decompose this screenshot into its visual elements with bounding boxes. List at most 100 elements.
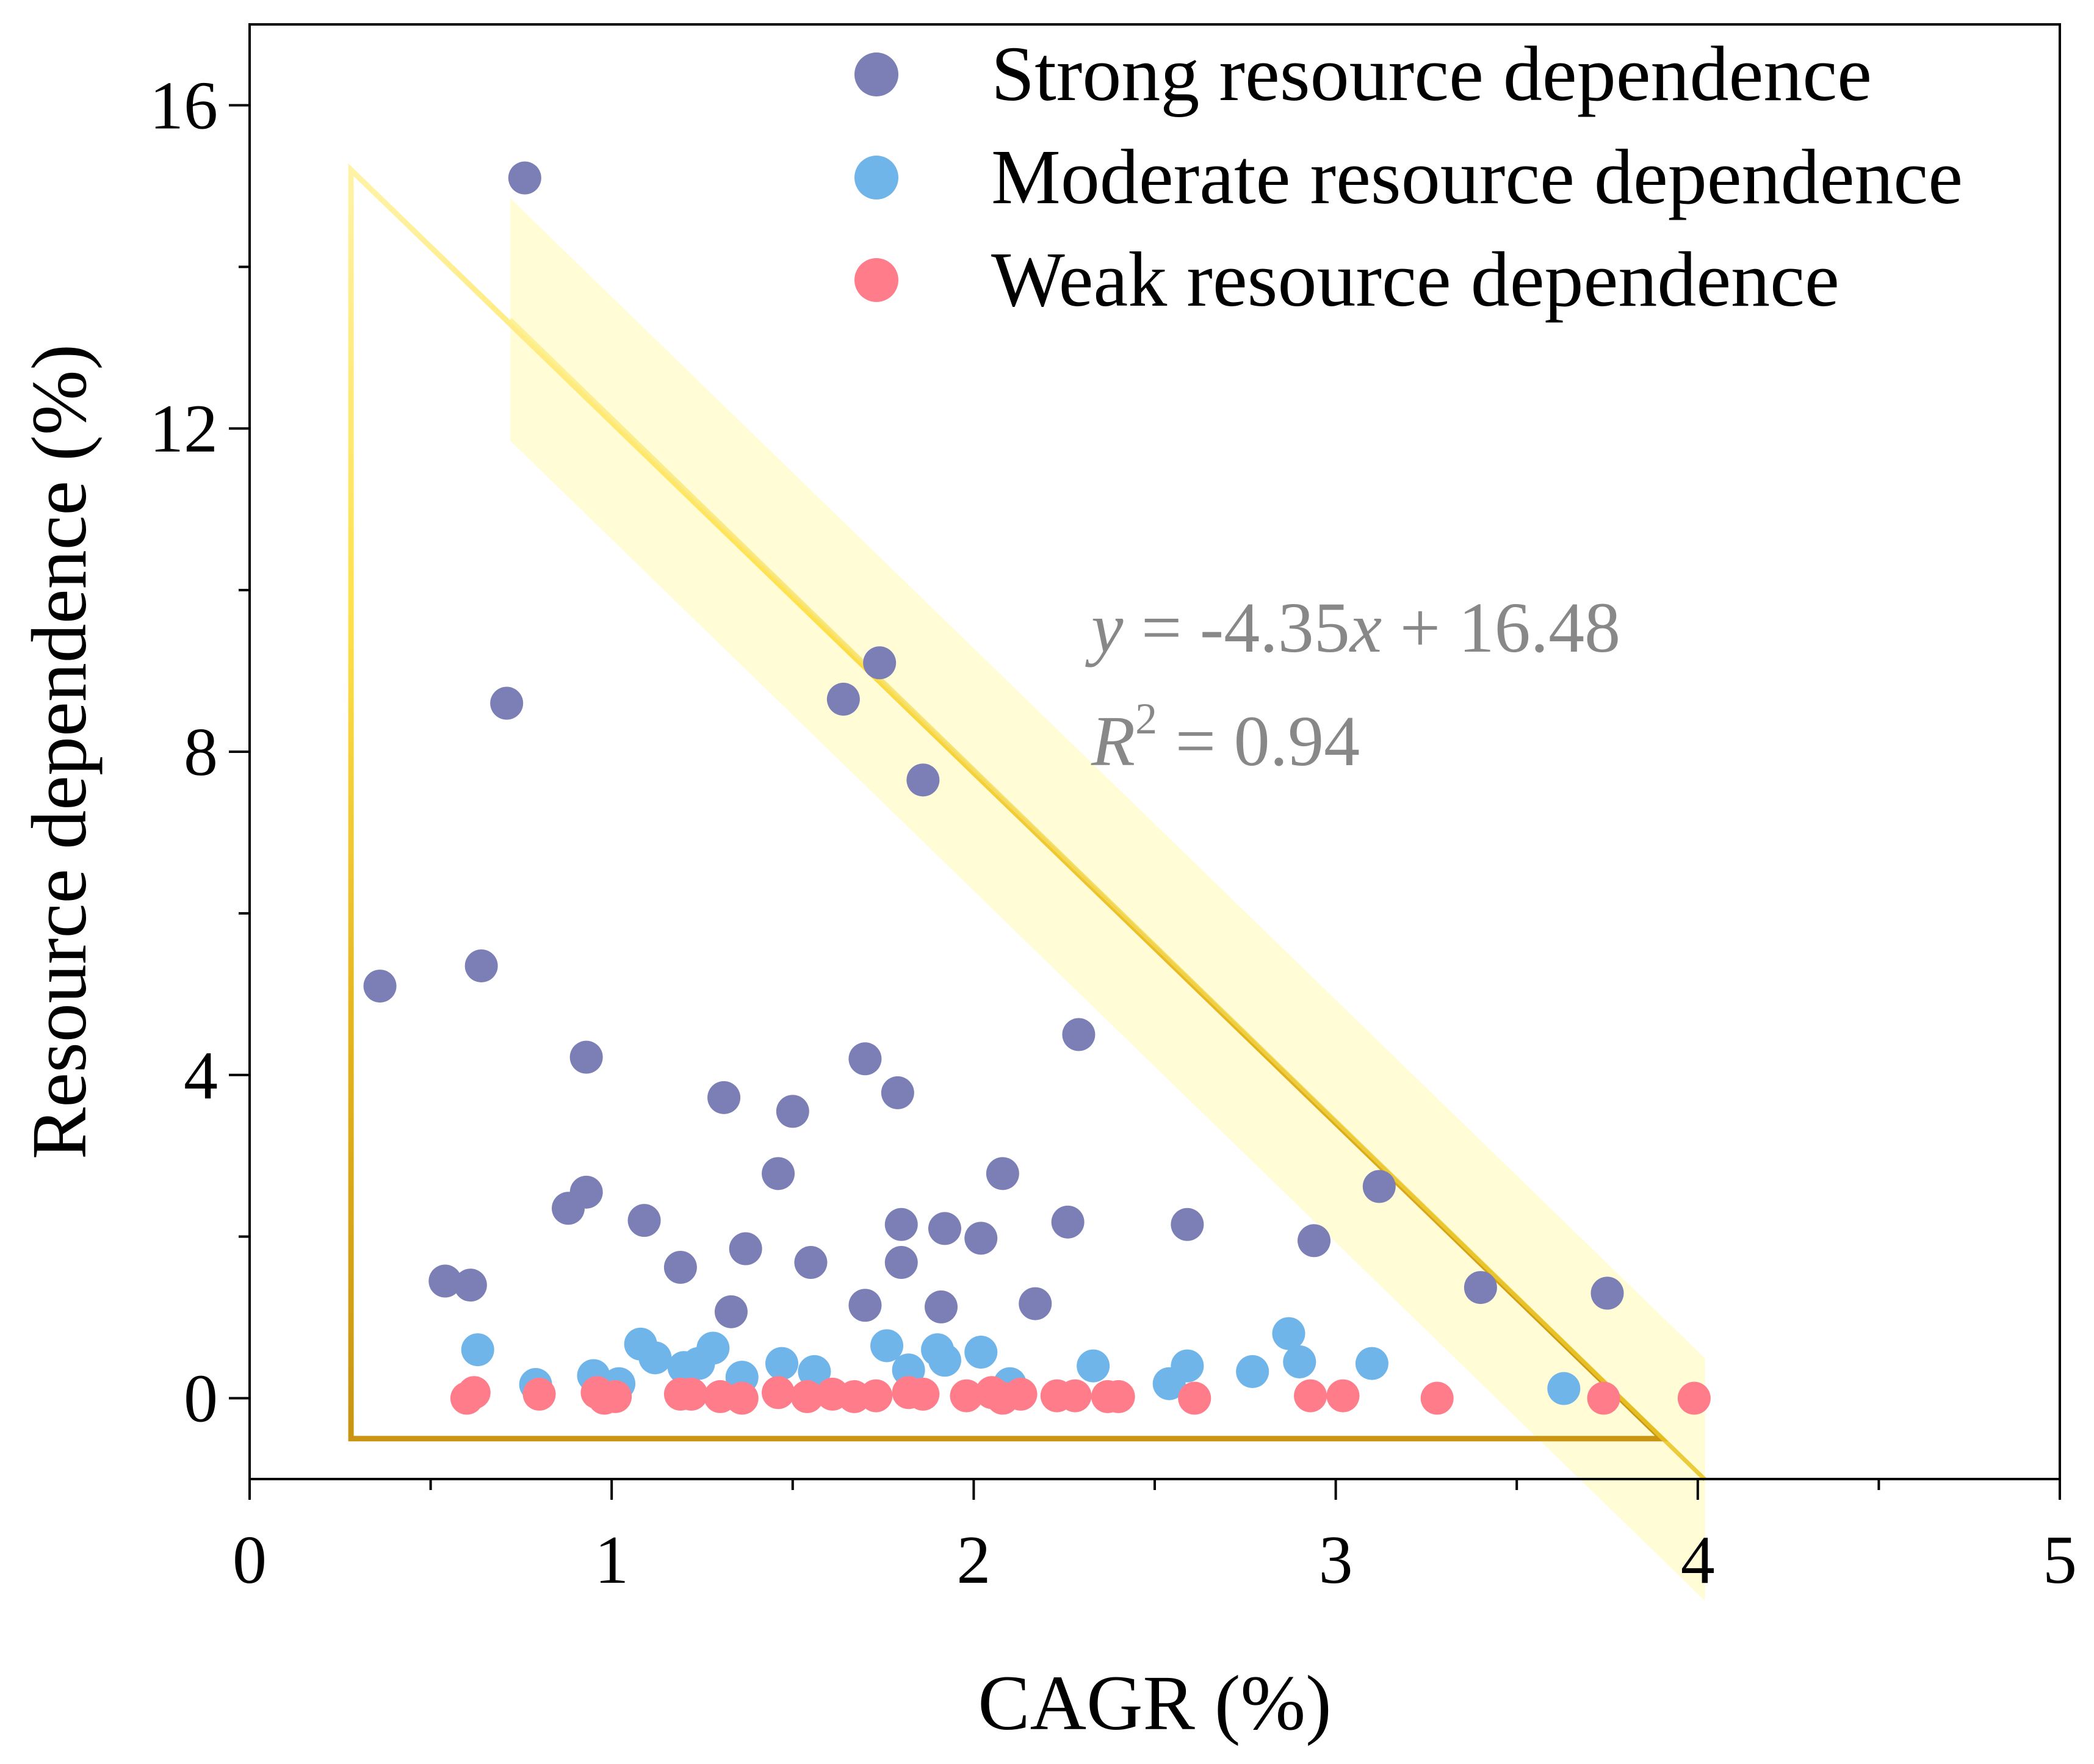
data-point [363,970,397,1003]
data-point [1171,1349,1204,1383]
data-point [826,682,860,716]
data-point [1355,1347,1388,1380]
data-point [986,1157,1019,1190]
y-tick-label: 8 [184,715,218,790]
regression-line-layer [508,318,1707,1481]
x-tick-label: 2 [956,1522,991,1598]
data-point [1326,1379,1360,1413]
x-axis-title: CAGR (%) [978,1660,1332,1746]
data-point [569,1040,603,1074]
data-point [1298,1224,1331,1258]
data-point [453,1269,487,1302]
regression-equation: y = -4.35x + 16.48 [1085,588,1620,668]
data-point [627,1204,661,1237]
data-point [490,686,524,720]
x-tick-label: 3 [1319,1522,1353,1598]
data-point [457,1376,491,1409]
data-point [863,646,897,680]
data-point [522,1377,556,1411]
legend-label: Moderate resource dependence [991,134,1963,220]
regression-line [508,318,1707,1481]
y-axis-title: Resource dependence (%) [16,344,103,1159]
data-point [892,1353,925,1387]
data-point [762,1157,795,1190]
y-tick-label: 0 [184,1361,218,1437]
data-point [906,1377,940,1411]
data-point [1283,1345,1316,1378]
data-point [859,1379,893,1413]
data-point [794,1246,828,1280]
data-point [461,1333,494,1367]
y-tick-label: 16 [150,68,218,143]
series-1 [363,161,1624,1328]
data-point [1178,1381,1211,1415]
data-point [1004,1377,1038,1411]
data-point [1420,1381,1454,1415]
data-point [765,1347,799,1380]
data-point [964,1336,998,1369]
legend: Strong resource dependence Moderate resou… [854,31,1963,323]
legend-marker [854,258,898,302]
data-point [1077,1349,1110,1383]
regression-annotation: y = -4.35x + 16.48 R2 = 0.94 [1085,588,1620,781]
data-point [725,1381,759,1415]
data-point [790,1380,824,1413]
data-point [1171,1208,1204,1241]
data-point [569,1175,603,1209]
data-point [884,1246,918,1280]
data-point [1590,1276,1624,1310]
legend-label: Weak resource dependence [991,236,1839,323]
data-point [1102,1380,1135,1413]
data-point [928,1212,961,1245]
data-point [925,1290,958,1323]
data-point [707,1081,741,1114]
x-axis-ticks: 0 1 2 3 4 5 [233,1479,2077,1598]
r-squared: R2 = 0.94 [1091,694,1360,781]
data-point [464,949,498,982]
x-tick-label: 5 [2043,1522,2077,1598]
data-point [870,1329,904,1363]
data-point [1464,1271,1497,1305]
data-point [599,1380,632,1413]
data-point [663,1250,697,1284]
data-point [776,1095,809,1128]
data-point [1547,1372,1581,1405]
data-point [906,763,940,797]
data-point [950,1379,983,1413]
data-point [881,1076,914,1109]
data-point [798,1355,831,1388]
data-points-layer [363,161,1711,1415]
x-tick-label: 1 [594,1522,629,1598]
data-point [638,1341,672,1375]
data-point [674,1377,708,1411]
data-point [848,1042,882,1076]
data-point [1051,1205,1085,1239]
y-tick-label: 12 [150,391,218,467]
data-point [1058,1379,1092,1413]
data-point [1272,1317,1305,1350]
data-point [729,1232,762,1265]
data-point [1362,1170,1396,1203]
data-point [1062,1018,1096,1051]
data-point [1587,1381,1620,1415]
y-axis-ticks: 0 4 8 12 16 [150,68,250,1437]
legend-marker [854,156,898,200]
data-point [1677,1381,1711,1415]
triangle-outline [348,163,1669,1442]
legend-marker [854,52,898,96]
data-point [508,161,541,195]
data-point [762,1376,795,1409]
data-point [964,1222,998,1255]
data-point [848,1289,882,1322]
series-3 [450,1376,1711,1415]
triangle-outline-layer [348,163,1669,1442]
x-tick-label: 4 [1681,1522,1715,1598]
legend-label: Strong resource dependence [991,31,1872,117]
data-point [1236,1355,1269,1388]
x-tick-label: 0 [233,1522,267,1598]
data-point [1294,1379,1327,1413]
data-point [428,1264,462,1298]
y-tick-label: 4 [184,1038,218,1114]
data-point [884,1208,918,1241]
